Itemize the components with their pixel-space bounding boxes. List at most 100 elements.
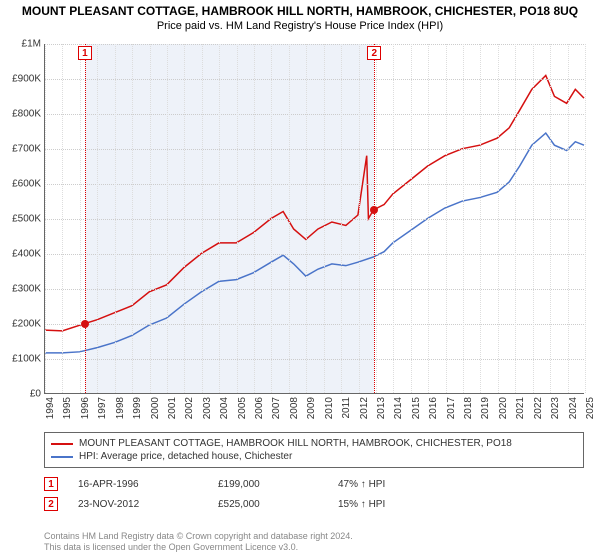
y-tick-label: £300K xyxy=(12,284,41,295)
x-gridline xyxy=(480,44,481,393)
x-tick-label: 1995 xyxy=(62,397,73,419)
y-tick-label: £600K xyxy=(12,179,41,190)
x-gridline xyxy=(550,44,551,393)
sales-row-number: 2 xyxy=(44,497,58,511)
y-tick-label: £1M xyxy=(22,39,41,50)
legend-swatch xyxy=(51,443,73,445)
chart-footer: Contains HM Land Registry data © Crown c… xyxy=(44,531,584,554)
sales-row-price: £525,000 xyxy=(218,499,338,510)
y-gridline xyxy=(45,254,584,255)
y-gridline xyxy=(45,44,584,45)
legend-label: HPI: Average price, detached house, Chic… xyxy=(79,451,292,462)
legend-swatch xyxy=(51,456,73,458)
legend-label: MOUNT PLEASANT COTTAGE, HAMBROOK HILL NO… xyxy=(79,438,512,449)
x-tick-label: 1999 xyxy=(132,397,143,419)
x-tick-label: 2014 xyxy=(393,397,404,419)
x-gridline xyxy=(324,44,325,393)
x-tick-label: 2005 xyxy=(237,397,248,419)
x-gridline xyxy=(45,44,46,393)
y-tick-label: £400K xyxy=(12,249,41,260)
sale-marker-line xyxy=(85,44,86,393)
y-tick-label: £100K xyxy=(12,354,41,365)
y-gridline xyxy=(45,289,584,290)
x-gridline xyxy=(271,44,272,393)
x-gridline xyxy=(254,44,255,393)
y-gridline xyxy=(45,219,584,220)
chart-subtitle: Price paid vs. HM Land Registry's House … xyxy=(0,18,600,32)
y-gridline xyxy=(45,149,584,150)
x-tick-label: 2002 xyxy=(184,397,195,419)
x-gridline xyxy=(237,44,238,393)
y-tick-label: £500K xyxy=(12,214,41,225)
x-gridline xyxy=(585,44,586,393)
sale-marker-dot xyxy=(370,206,378,214)
sales-table: 116-APR-1996£199,00047% ↑ HPI223-NOV-201… xyxy=(44,474,584,514)
legend-row: MOUNT PLEASANT COTTAGE, HAMBROOK HILL NO… xyxy=(51,437,577,450)
sales-row-diff: 47% ↑ HPI xyxy=(338,479,385,490)
x-tick-label: 2001 xyxy=(167,397,178,419)
x-gridline xyxy=(341,44,342,393)
x-gridline xyxy=(411,44,412,393)
y-gridline xyxy=(45,359,584,360)
x-gridline xyxy=(167,44,168,393)
x-gridline xyxy=(289,44,290,393)
sales-row: 116-APR-1996£199,00047% ↑ HPI xyxy=(44,474,584,494)
x-gridline xyxy=(184,44,185,393)
sales-row-number: 1 xyxy=(44,477,58,491)
x-gridline xyxy=(132,44,133,393)
y-gridline xyxy=(45,79,584,80)
chart-title: MOUNT PLEASANT COTTAGE, HAMBROOK HILL NO… xyxy=(0,0,600,18)
x-tick-label: 2008 xyxy=(289,397,300,419)
sale-marker-label: 1 xyxy=(78,46,92,60)
x-gridline xyxy=(568,44,569,393)
y-gridline xyxy=(45,324,584,325)
x-tick-label: 2009 xyxy=(306,397,317,419)
y-tick-label: £200K xyxy=(12,319,41,330)
x-gridline xyxy=(533,44,534,393)
chart-plot-area: £0£100K£200K£300K£400K£500K£600K£700K£80… xyxy=(44,44,584,394)
x-tick-label: 2021 xyxy=(515,397,526,419)
x-gridline xyxy=(97,44,98,393)
legend-row: HPI: Average price, detached house, Chic… xyxy=(51,450,577,463)
x-gridline xyxy=(359,44,360,393)
x-gridline xyxy=(376,44,377,393)
sales-row-date: 16-APR-1996 xyxy=(78,479,218,490)
x-gridline xyxy=(428,44,429,393)
x-tick-label: 2018 xyxy=(463,397,474,419)
y-gridline xyxy=(45,114,584,115)
series-line-hpi xyxy=(45,133,584,353)
sales-row-diff: 15% ↑ HPI xyxy=(338,499,385,510)
x-tick-label: 2011 xyxy=(341,397,352,419)
x-gridline xyxy=(62,44,63,393)
x-gridline xyxy=(306,44,307,393)
x-tick-label: 2023 xyxy=(550,397,561,419)
x-gridline xyxy=(515,44,516,393)
y-gridline xyxy=(45,184,584,185)
x-gridline xyxy=(498,44,499,393)
sales-row: 2 23-NOV-2012£525,00015% ↑ HPI xyxy=(44,494,584,514)
x-tick-label: 2010 xyxy=(324,397,335,419)
x-tick-label: 2025 xyxy=(585,397,596,419)
x-tick-label: 2000 xyxy=(150,397,161,419)
chart-legend: MOUNT PLEASANT COTTAGE, HAMBROOK HILL NO… xyxy=(44,432,584,468)
x-tick-label: 2020 xyxy=(498,397,509,419)
footer-line-2: This data is licensed under the Open Gov… xyxy=(44,542,584,554)
sales-row-date: 23-NOV-2012 xyxy=(78,499,218,510)
sale-marker-label: 2 xyxy=(367,46,381,60)
footer-line-1: Contains HM Land Registry data © Crown c… xyxy=(44,531,584,543)
x-gridline xyxy=(446,44,447,393)
x-gridline xyxy=(150,44,151,393)
x-tick-label: 1998 xyxy=(115,397,126,419)
x-gridline xyxy=(80,44,81,393)
sale-marker-dot xyxy=(81,320,89,328)
y-tick-label: £900K xyxy=(12,74,41,85)
x-tick-label: 2017 xyxy=(446,397,457,419)
x-gridline xyxy=(115,44,116,393)
x-tick-label: 1996 xyxy=(80,397,91,419)
x-gridline xyxy=(393,44,394,393)
x-tick-label: 1994 xyxy=(45,397,56,419)
x-tick-label: 2019 xyxy=(480,397,491,419)
y-tick-label: £800K xyxy=(12,109,41,120)
x-tick-label: 2003 xyxy=(202,397,213,419)
x-gridline xyxy=(202,44,203,393)
